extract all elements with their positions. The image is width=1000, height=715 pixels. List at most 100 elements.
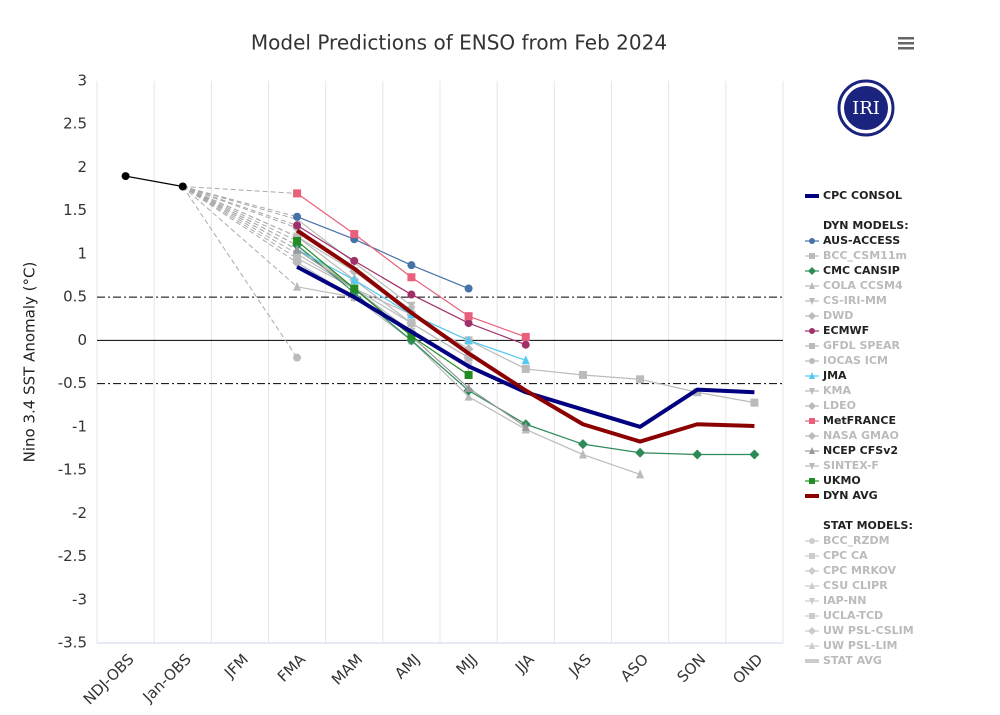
x-tick-label: JFM	[220, 650, 252, 682]
legend-label: CS-IRI-MM	[823, 294, 887, 307]
legend-label: GFDL SPEAR	[823, 339, 901, 352]
series-line	[296, 216, 469, 290]
legend-item[interactable]: IOCAS ICM	[805, 354, 888, 367]
legend-item[interactable]: GFDL SPEAR	[805, 339, 901, 352]
legend-item[interactable]: CPC MRKOV	[805, 564, 897, 577]
series-line	[125, 175, 183, 188]
menu-bar	[898, 37, 914, 40]
point	[464, 353, 473, 362]
point	[407, 290, 416, 299]
point	[808, 402, 816, 410]
legend-item[interactable]: DWD	[805, 309, 853, 322]
y-tick-label: -3	[72, 590, 87, 608]
observed-series	[121, 172, 187, 191]
y-tick-label: -1	[72, 417, 87, 435]
legend-label: IAP-NN	[823, 594, 866, 607]
point	[464, 370, 473, 379]
legend-label: LDEO	[823, 399, 856, 412]
legend-item[interactable]: AUS-ACCESS	[805, 234, 900, 247]
chart-title: Model Predictions of ENSO from Feb 2024	[251, 31, 667, 55]
point	[749, 449, 760, 460]
legend-label: ECMWF	[823, 324, 869, 337]
menu-bar	[898, 42, 914, 45]
point	[521, 364, 530, 373]
point	[809, 282, 815, 289]
point	[577, 439, 588, 450]
legend-item[interactable]: CPC CA	[805, 549, 868, 562]
y-tick-label: 2.5	[63, 115, 87, 133]
legend-item[interactable]: BCC_RZDM	[805, 534, 890, 547]
legend-item[interactable]: CMC CANSIP	[805, 264, 900, 277]
point	[809, 478, 815, 484]
point	[578, 370, 587, 379]
point	[578, 449, 587, 459]
point	[292, 257, 303, 268]
point	[809, 253, 815, 259]
point	[521, 340, 530, 349]
point	[464, 319, 473, 328]
point	[808, 567, 816, 575]
forecast-connector	[182, 186, 298, 259]
y-tick-label: -2.5	[58, 547, 87, 565]
legend-item[interactable]: STAT AVG	[805, 654, 882, 667]
series-line	[295, 228, 755, 444]
legend-item[interactable]: JMA	[805, 369, 847, 382]
series-line	[296, 257, 469, 359]
legend-item[interactable]: NCEP CFSv2	[805, 444, 898, 457]
legend-item[interactable]: CS-IRI-MM	[805, 294, 887, 307]
legend-label: NASA GMAO	[823, 429, 899, 442]
x-tick-label: ASO	[617, 650, 652, 685]
y-tick-label: 2	[77, 158, 87, 176]
point	[293, 353, 302, 362]
point	[809, 447, 815, 454]
legend-item[interactable]: DYN AVG	[805, 489, 878, 502]
legend-item[interactable]: UW PSL-CSLIM	[805, 624, 914, 637]
legend-item[interactable]: NASA GMAO	[805, 429, 899, 442]
point	[692, 449, 703, 460]
point	[407, 301, 416, 311]
x-tick-label: JJA	[511, 650, 538, 677]
legend-label: UW PSL-CSLIM	[823, 624, 914, 637]
point	[407, 319, 416, 328]
point	[464, 312, 473, 321]
legend-label: UKMO	[823, 474, 861, 487]
legend-item[interactable]: ECMWF	[805, 324, 869, 337]
legend-item[interactable]: KMA	[805, 384, 851, 397]
y-axis-label: Nino 3.4 SST Anomaly (°C)	[21, 262, 39, 463]
legend-item[interactable]: COLA CCSM4	[805, 279, 903, 292]
legend-item[interactable]: BCC_CSM11m	[805, 249, 907, 262]
y-tick-label: -2	[72, 504, 87, 522]
legend-item[interactable]: CPC CONSOL	[805, 189, 902, 202]
legend-label: NCEP CFSv2	[823, 444, 898, 457]
legend-item[interactable]: MetFRANCE	[805, 414, 896, 427]
forecast-connector	[182, 186, 298, 255]
legend-label: MetFRANCE	[823, 414, 896, 427]
legend-label: DYN AVG	[823, 489, 878, 502]
legend-item[interactable]: CSU CLIPR	[805, 579, 888, 592]
point	[293, 249, 302, 258]
point	[178, 182, 187, 191]
point	[521, 332, 530, 341]
series	[293, 212, 473, 293]
menu-button[interactable]	[896, 33, 918, 53]
x-tick-label: MJJ	[452, 650, 480, 678]
point	[521, 421, 530, 431]
legend-item[interactable]: UW PSL-LIM	[805, 639, 898, 652]
point	[809, 463, 815, 470]
legend-label: SINTEX-F	[823, 459, 879, 472]
legend-label: KMA	[823, 384, 851, 397]
legend-item[interactable]: SINTEX-F	[805, 459, 879, 472]
legend-item[interactable]: UCLA-TCD	[805, 609, 883, 622]
point	[636, 469, 645, 479]
legend-item[interactable]: IAP-NN	[805, 594, 866, 607]
legend-item[interactable]: UKMO	[805, 474, 861, 487]
forecast-connector	[182, 186, 298, 229]
forecast-connector	[182, 186, 298, 220]
point	[293, 236, 302, 245]
legend-item[interactable]: LDEO	[805, 399, 856, 412]
point	[809, 298, 815, 305]
point	[809, 598, 815, 605]
x-tick-label: Jan-OBS	[139, 650, 195, 706]
point	[293, 212, 302, 221]
point	[350, 256, 359, 265]
